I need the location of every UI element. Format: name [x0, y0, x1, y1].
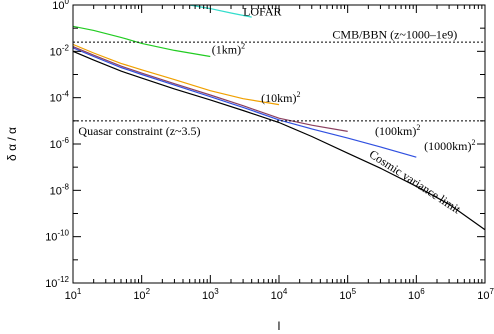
- annotation-r100km: (100km)2: [375, 123, 420, 138]
- annotation-quasar: Quasar constraint (z~3.5): [78, 124, 200, 138]
- y-tick-label: 10-8: [50, 182, 70, 197]
- x-tick-label: 105: [339, 287, 356, 302]
- x-tick-label: 107: [477, 287, 494, 302]
- x-tick-label: 104: [271, 287, 288, 302]
- axis-ticks: [72, 4, 486, 284]
- annotation-cmb: CMB/BBN (z~1000–1e9): [332, 28, 457, 42]
- y-tick-label: 10-6: [50, 136, 70, 151]
- y-tick-label: 10-10: [45, 229, 69, 244]
- y-tick-label: 10-4: [50, 90, 70, 105]
- annotation-lofar: LOFAR: [243, 5, 281, 19]
- x-axis-title: l: [278, 319, 281, 333]
- series-line-4: [73, 25, 211, 58]
- y-axis-title: δ α / α: [5, 127, 19, 161]
- x-tick-label: 103: [202, 287, 219, 302]
- annotation-r10km: (10km)2: [261, 90, 300, 105]
- annotations: LOFAR CMB/BBN (z~1000–1e9) (1km)2 (10km)2 (1…: [78, 5, 475, 217]
- y-tick-label: 10-12: [45, 275, 69, 290]
- series-line-3: [73, 43, 280, 106]
- tick-labels: 101 102 103 104 105 106 107 100 10-2 10-4 10-6 10-8…: [45, 0, 494, 302]
- reference-lines: [73, 41, 485, 122]
- annotation-r1km: (1km)2: [212, 42, 245, 57]
- y-tick-label: 10-2: [50, 43, 70, 58]
- x-tick-label: 102: [133, 287, 150, 302]
- x-tick-label: 101: [65, 287, 82, 302]
- annotation-r1000km: (1000km)2: [424, 138, 475, 153]
- series-line-2: [73, 46, 348, 132]
- y-tick-label: 100: [52, 0, 69, 12]
- series-line-0: [73, 50, 485, 231]
- series-line-1: [73, 47, 417, 158]
- x-tick-label: 106: [408, 287, 425, 302]
